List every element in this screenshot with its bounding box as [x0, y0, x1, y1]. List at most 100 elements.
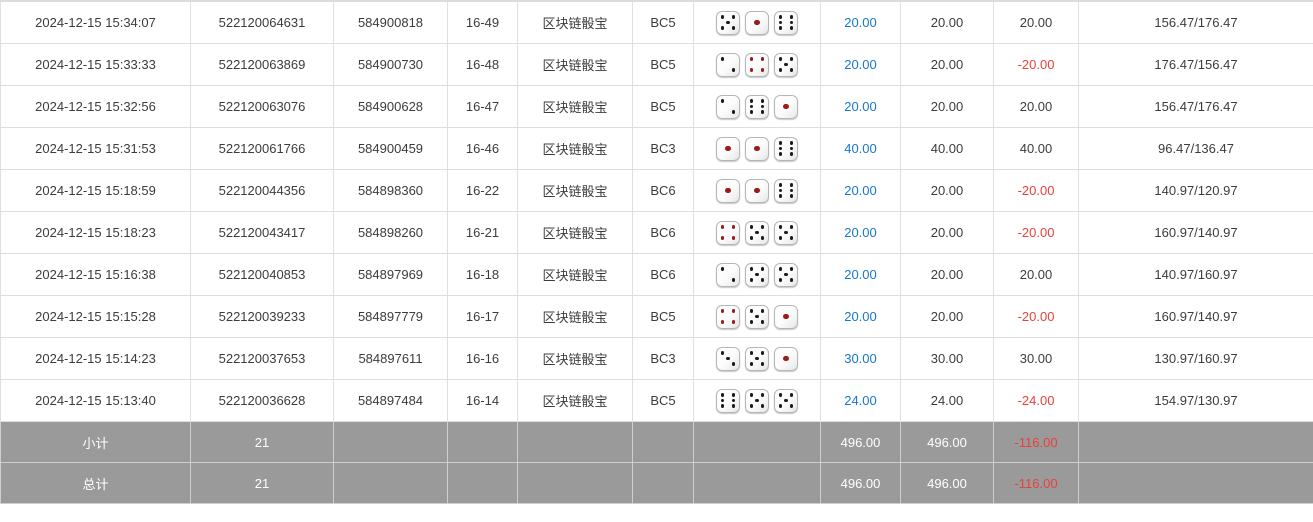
- cell-period: 16-49: [447, 0, 518, 44]
- die-pip: [760, 99, 765, 103]
- die-pip: [778, 225, 783, 229]
- die-pip: [754, 187, 760, 194]
- die-pip: [755, 356, 759, 361]
- table-row[interactable]: 2024-12-15 15:32:56 522120063076 584900628…: [0, 85, 1313, 128]
- cell-bill-number: 584900628: [333, 85, 448, 128]
- die-pip: [749, 68, 754, 72]
- summary-count: 21: [190, 462, 334, 504]
- table-row[interactable]: 2024-12-15 15:33:33 522120063869 584900730…: [0, 43, 1313, 86]
- table-row[interactable]: 2024-12-15 15:13:40 522120036628 584897484…: [0, 379, 1313, 422]
- die-pip: [789, 15, 794, 19]
- die-pip: [726, 356, 730, 361]
- table-row[interactable]: 2024-12-15 15:15:28 522120039233 584897779…: [0, 295, 1313, 338]
- summary-win-loss: -116.00: [993, 421, 1079, 463]
- cell-dice-result: [693, 253, 821, 296]
- die-pip: [720, 26, 725, 30]
- die-pip: [731, 225, 736, 229]
- cell-win-loss: 20.00: [993, 253, 1079, 296]
- summary-valid-bet: 496.00: [900, 462, 994, 504]
- cell-valid-bet: 20.00: [900, 0, 994, 44]
- bet-history-table-body: 2024-12-15 15:34:07 522120064631 584900818…: [0, 0, 1313, 504]
- die-pip: [778, 188, 783, 193]
- table-row[interactable]: 2024-12-15 15:16:38 522120040853 584897969…: [0, 253, 1313, 296]
- die-face-6-icon: [774, 10, 798, 35]
- die-pip: [778, 152, 783, 156]
- cell-win-loss: -20.00: [993, 211, 1079, 254]
- cell-order-number: 522120036628: [190, 379, 334, 422]
- summary-bet-amount: 496.00: [820, 421, 901, 463]
- cell-bet-time: 2024-12-15 15:31:53: [0, 127, 191, 170]
- cell-balance-change: 154.97/130.97: [1078, 379, 1313, 422]
- cell-balance-change: 140.97/120.97: [1078, 169, 1313, 212]
- cell-bill-number: 584897779: [333, 295, 448, 338]
- cell-order-number: 522120040853: [190, 253, 334, 296]
- die-pip: [760, 320, 765, 324]
- cell-win-loss: -20.00: [993, 169, 1079, 212]
- cell-game-name: 区块链骰宝: [517, 253, 633, 296]
- cell-period: 16-18: [447, 253, 518, 296]
- cell-bet-amount: 20.00: [820, 295, 901, 338]
- die-face-5-icon: [716, 10, 740, 35]
- cell-balance-change: 160.97/140.97: [1078, 295, 1313, 338]
- cell-bet-time: 2024-12-15 15:18:23: [0, 211, 191, 254]
- table-row[interactable]: 2024-12-15 15:18:59 522120044356 584898360…: [0, 169, 1313, 212]
- die-pip: [749, 236, 754, 240]
- die-face-4-icon: [716, 304, 740, 329]
- cell-dice-result: [693, 337, 821, 380]
- die-pip: [778, 393, 783, 397]
- summary-label: 总计: [0, 462, 191, 504]
- summary-empty-balance: [1078, 462, 1313, 504]
- table-row[interactable]: 2024-12-15 15:14:23 522120037653 584897611…: [0, 337, 1313, 380]
- die-pip: [778, 267, 783, 271]
- cell-bet-amount: 20.00: [820, 0, 901, 44]
- die-pip: [760, 351, 765, 355]
- cell-period: 16-48: [447, 43, 518, 86]
- die-pip: [789, 68, 794, 72]
- cell-bet-time: 2024-12-15 15:18:59: [0, 169, 191, 212]
- cell-game-name: 区块链骰宝: [517, 43, 633, 86]
- cell-bet-type: BC3: [632, 337, 694, 380]
- cell-bet-time: 2024-12-15 15:16:38: [0, 253, 191, 296]
- die-face-5-icon: [774, 220, 798, 245]
- summary-empty-bettype: [632, 421, 694, 463]
- die-pip: [760, 267, 765, 271]
- die-pip: [720, 320, 725, 324]
- cell-game-name: 区块链骰宝: [517, 295, 633, 338]
- dice-group: [698, 10, 816, 35]
- die-pip: [731, 278, 736, 282]
- die-face-6-icon: [745, 94, 769, 119]
- die-face-5-icon: [745, 388, 769, 413]
- summary-empty-period: [447, 421, 518, 463]
- die-pip: [760, 362, 765, 366]
- cell-bet-type: BC6: [632, 169, 694, 212]
- die-pip: [749, 267, 754, 271]
- table-row[interactable]: 2024-12-15 15:18:23 522120043417 584898260…: [0, 211, 1313, 254]
- die-face-5-icon: [745, 262, 769, 287]
- cell-balance-change: 156.47/176.47: [1078, 85, 1313, 128]
- die-face-1-icon: [774, 304, 798, 329]
- cell-valid-bet: 20.00: [900, 43, 994, 86]
- summary-empty-period: [447, 462, 518, 504]
- dice-group: [698, 94, 816, 119]
- die-face-6-icon: [774, 178, 798, 203]
- die-pip: [760, 110, 765, 114]
- table-row[interactable]: 2024-12-15 15:34:07 522120064631 584900818…: [0, 0, 1313, 44]
- cell-win-loss: 20.00: [993, 85, 1079, 128]
- summary-row-subtotal: 小计 21 496.00 496.00 -116.00: [0, 421, 1313, 463]
- die-pip: [749, 104, 754, 109]
- die-pip: [789, 236, 794, 240]
- dice-group: [698, 136, 816, 161]
- die-pip: [749, 393, 754, 397]
- die-pip: [789, 404, 794, 408]
- die-pip: [749, 309, 754, 313]
- cell-win-loss: 30.00: [993, 337, 1079, 380]
- table-row[interactable]: 2024-12-15 15:31:53 522120061766 584900459…: [0, 127, 1313, 170]
- die-pip: [789, 152, 794, 156]
- cell-bet-amount: 40.00: [820, 127, 901, 170]
- cell-bet-amount: 20.00: [820, 169, 901, 212]
- cell-bet-amount: 30.00: [820, 337, 901, 380]
- cell-dice-result: [693, 379, 821, 422]
- cell-valid-bet: 20.00: [900, 253, 994, 296]
- die-pip: [778, 278, 783, 282]
- dice-group: [698, 178, 816, 203]
